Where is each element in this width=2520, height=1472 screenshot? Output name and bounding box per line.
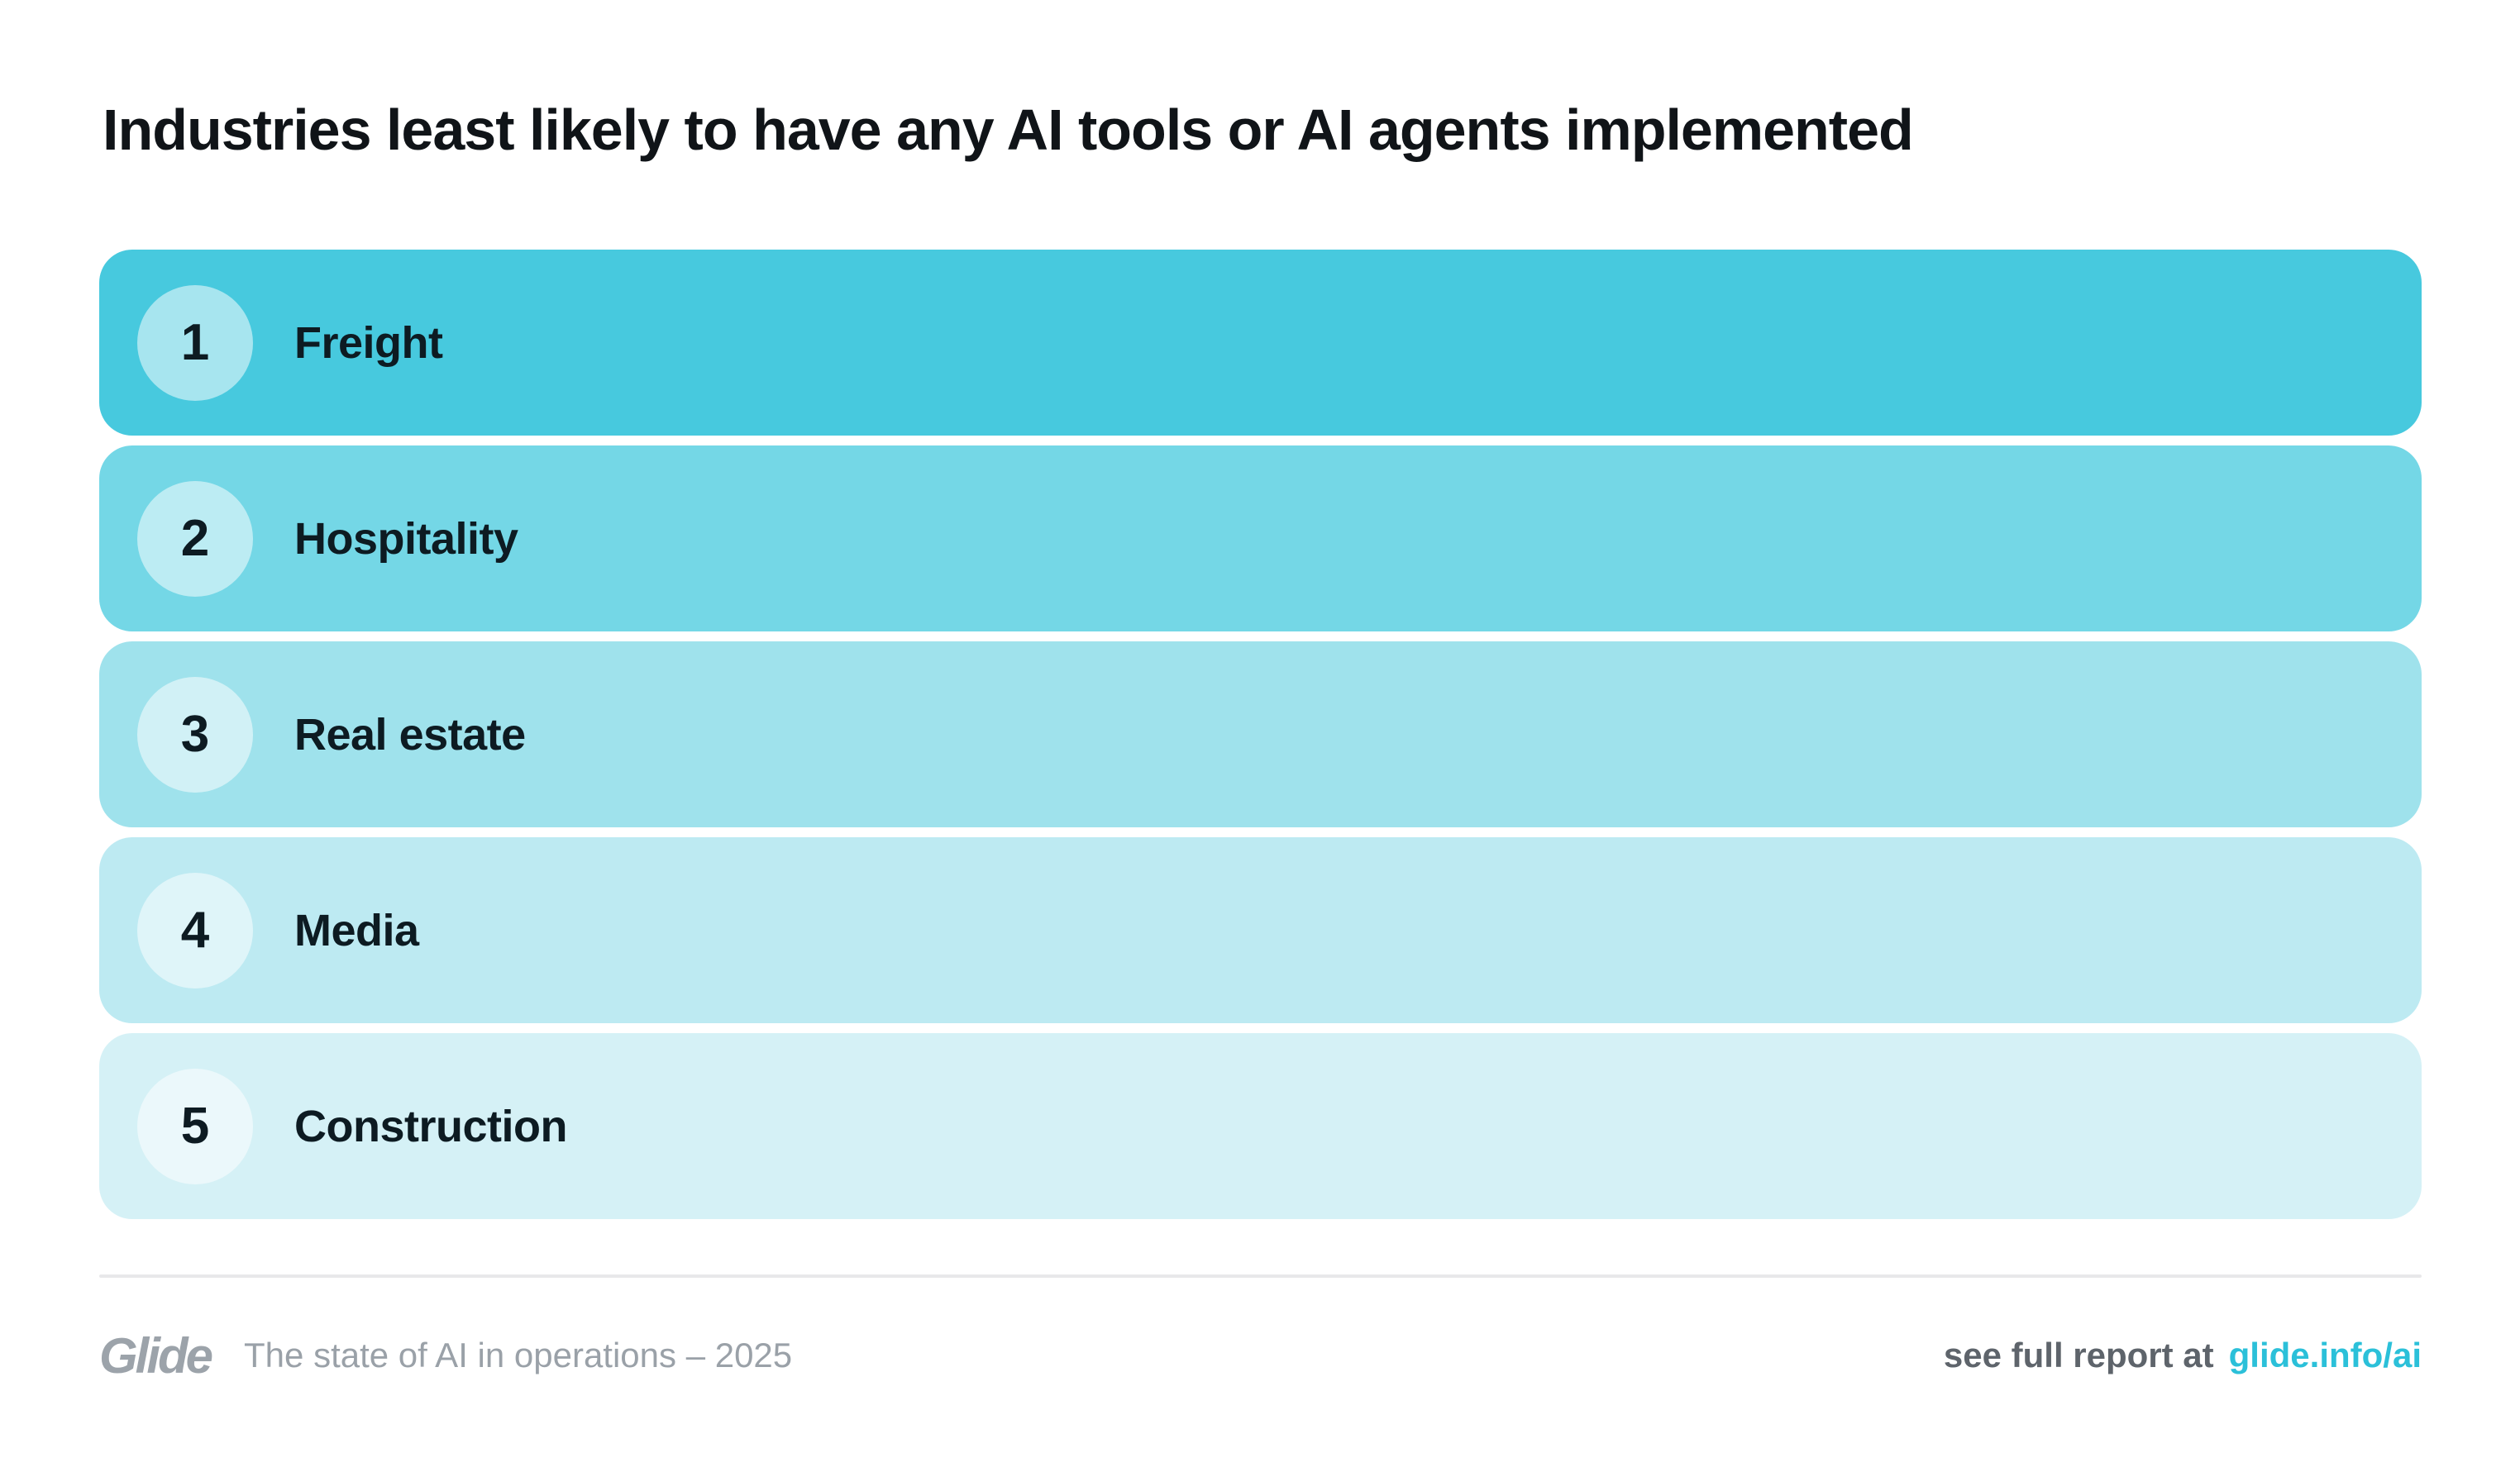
rank-badge: 2 (137, 480, 253, 597)
ranking-row-media: 4 Media (99, 837, 2422, 1023)
industry-label: Construction (294, 1101, 567, 1151)
report-prefix-text: see full report at (1943, 1336, 2214, 1374)
rank-badge: 5 (137, 1068, 253, 1184)
rank-number: 4 (180, 902, 210, 959)
rank-badge: 4 (137, 872, 253, 988)
rank-number: 3 (180, 706, 210, 763)
page-title: Industries least likely to have any AI t… (103, 98, 1914, 162)
report-link[interactable]: glide.info/ai (2228, 1336, 2422, 1374)
ranking-row-hospitality: 2 Hospitality (99, 445, 2422, 631)
ranking-row-construction: 5 Construction (99, 1033, 2422, 1219)
industry-label: Media (294, 905, 419, 955)
industry-label: Freight (294, 317, 443, 368)
industry-label: Hospitality (294, 513, 518, 564)
footer: Glide The state of AI in operations – 20… (99, 1321, 2422, 1390)
footer-branding: Glide The state of AI in operations – 20… (99, 1327, 792, 1384)
footer-report-callout: see full report at glide.info/ai (1944, 1336, 2422, 1375)
report-subtitle: The state of AI in operations – 2025 (244, 1336, 793, 1374)
rank-number: 5 (180, 1098, 210, 1155)
footer-divider (99, 1274, 2422, 1278)
ranking-list: 1 Freight 2 Hospitality 3 Real estate 4 … (99, 250, 2422, 1229)
rank-badge: 3 (137, 676, 253, 793)
rank-badge: 1 (137, 284, 253, 401)
ranking-row-freight: 1 Freight (99, 250, 2422, 436)
glide-logo: Glide (99, 1327, 213, 1384)
rank-number: 2 (180, 510, 210, 567)
industry-label: Real estate (294, 709, 526, 760)
ranking-row-real-estate: 3 Real estate (99, 641, 2422, 827)
rank-number: 1 (180, 314, 210, 371)
